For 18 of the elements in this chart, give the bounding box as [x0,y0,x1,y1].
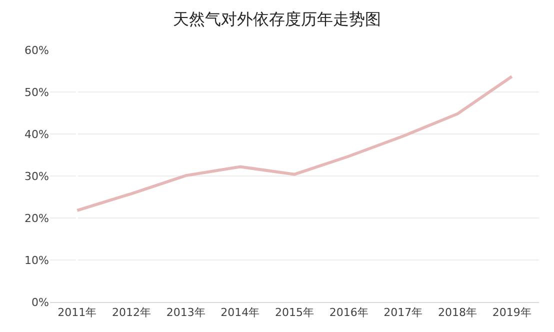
x-tick-label: 2017年 [384,306,423,320]
x-tick-label: 2018年 [438,306,477,320]
y-tick-label: 30% [24,170,49,183]
x-tick-label: 2015年 [275,306,314,320]
y-tick-label: 10% [24,254,49,267]
x-tick-label: 2016年 [329,306,368,320]
x-tick-label: 2013年 [166,306,206,320]
x-tick-label: 2014年 [220,306,260,320]
y-tick-label: 0% [32,296,49,309]
y-tick-label: 60% [24,44,49,57]
chart-title: 天然气对外依存度历年走势图 [173,9,381,28]
x-tick-label: 2012年 [112,306,151,320]
x-tick-label: 2019年 [492,306,532,320]
x-tick-label: 2011年 [58,306,97,320]
y-tick-label: 20% [24,212,49,225]
y-tick-label: 40% [24,128,49,141]
y-tick-label: 50% [24,86,49,99]
line-series [76,74,514,212]
